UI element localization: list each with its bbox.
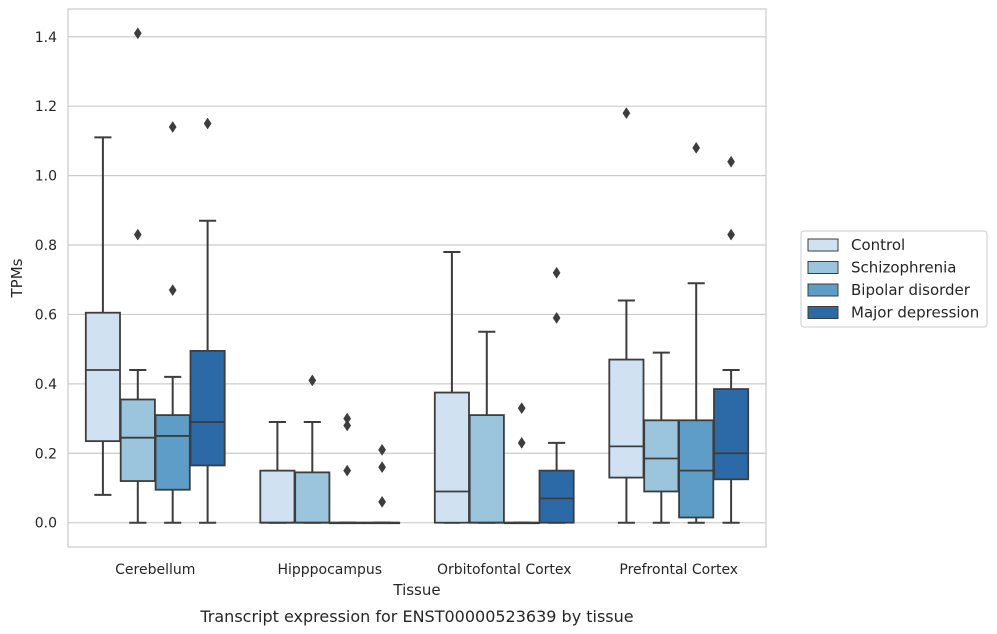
legend-swatch — [807, 306, 839, 319]
box-1-2 — [329, 412, 366, 525]
box-body — [84, 311, 121, 443]
x-tick-label: Orbitofontal Cortex — [437, 562, 572, 578]
y-axis-ticks: 0.0 0.2 0.4 0.6 0.8 1.0 1.2 1.4 — [35, 30, 57, 532]
box-body — [608, 358, 645, 479]
box-0-3 — [189, 117, 226, 524]
y-tick-label: 0.6 — [35, 307, 57, 323]
legend-frame — [800, 230, 988, 328]
box-0-1 — [119, 27, 156, 524]
x-tick-label: Hipppocampus — [277, 562, 382, 578]
outlier-point — [343, 419, 352, 432]
legend-label: Major depression — [851, 304, 979, 322]
box-body — [433, 391, 470, 524]
y-tick-label: 0.0 — [35, 516, 57, 532]
box-3-3 — [713, 155, 750, 524]
box-body — [294, 471, 331, 524]
box-body — [119, 398, 156, 482]
outlier-point — [168, 284, 177, 297]
boxes — [84, 27, 750, 525]
legend-label: Schizophrenia — [851, 259, 956, 277]
box-2-0 — [433, 250, 470, 524]
outlier-point — [378, 495, 386, 508]
outlier-point — [133, 27, 142, 40]
box-body — [643, 419, 680, 493]
box-body — [259, 469, 296, 524]
outlier-point — [727, 228, 735, 241]
y-tick-label: 0.8 — [35, 238, 57, 254]
outlier-point — [622, 107, 631, 120]
box-1-0 — [259, 421, 296, 524]
box-2-3 — [538, 266, 575, 524]
box-2-2 — [503, 402, 540, 525]
x-tick-label: Prefrontal Cortex — [619, 562, 738, 578]
box-body — [154, 414, 191, 491]
box-body — [189, 349, 226, 467]
box-2-1 — [468, 330, 505, 524]
outlier-point — [308, 374, 317, 387]
y-tick-label: 1.4 — [35, 30, 57, 46]
legend-label: Bipolar disorder — [851, 281, 971, 299]
chart-caption: Transcript expression for ENST0000052363… — [199, 607, 633, 626]
outlier-point — [552, 266, 561, 279]
x-axis-ticks: Cerebellum Hipppocampus Orbitofontal Corte… — [115, 562, 738, 578]
box-3-1 — [643, 351, 680, 524]
outlier-point — [168, 121, 177, 133]
x-tick-label: Cerebellum — [115, 562, 195, 578]
outlier-point — [517, 402, 526, 415]
box-1-1 — [294, 374, 331, 524]
y-tick-label: 0.2 — [35, 446, 57, 462]
outlier-point — [343, 464, 352, 477]
outlier-point — [552, 311, 561, 324]
plot-frame — [67, 8, 767, 548]
box-body — [468, 414, 505, 524]
x-axis-label: Tissue — [392, 581, 440, 599]
box-body — [678, 419, 715, 519]
outlier-point — [727, 155, 735, 168]
legend-swatch — [807, 261, 839, 274]
outlier-point — [692, 141, 701, 154]
y-tick-label: 1.2 — [35, 99, 57, 115]
outlier-point — [517, 436, 526, 449]
box-body — [538, 469, 575, 524]
outlier-point — [133, 228, 142, 241]
box-0-2 — [154, 121, 191, 524]
legend-swatch — [807, 238, 839, 252]
legend-swatch — [807, 283, 839, 297]
outlier-point — [378, 461, 386, 474]
outlier-point — [378, 443, 386, 456]
outlier-point — [343, 412, 352, 425]
y-tick-label: 1.0 — [35, 169, 57, 185]
box-body — [713, 388, 750, 481]
legend: Control Schizophrenia Bipolar disorder Majo… — [800, 230, 988, 328]
y-tick-label: 0.4 — [35, 377, 57, 393]
box-3-0 — [608, 107, 645, 524]
legend-label: Control — [851, 236, 905, 254]
box-1-3 — [364, 443, 401, 525]
box-3-2 — [678, 141, 715, 524]
outlier-point — [203, 117, 212, 130]
box-0-0 — [84, 136, 121, 496]
y-axis-label: TPMs — [8, 258, 26, 298]
